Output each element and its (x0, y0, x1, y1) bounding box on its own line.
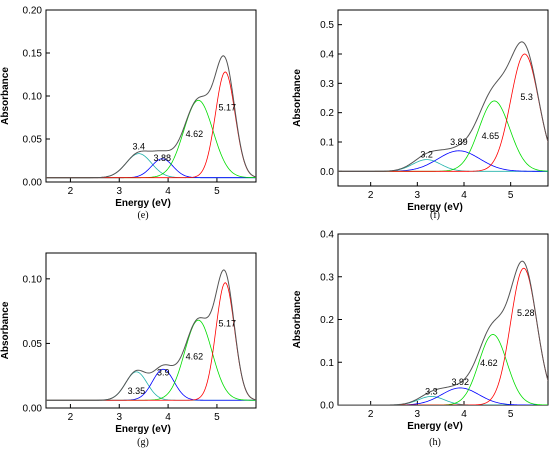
x-tick-label: 4 (461, 409, 467, 420)
peak-label: 5.17 (218, 102, 236, 112)
y-tick-label: 0.10 (23, 274, 43, 285)
peak-label: 3.89 (450, 137, 468, 147)
peak-label: 3.9 (157, 367, 170, 377)
y-tick-label: 0.15 (23, 49, 43, 60)
peak-label: 4.62 (186, 352, 204, 362)
x-axis-title: Energy (eV) (115, 198, 171, 209)
peak-curve-5.17 (46, 282, 256, 401)
y-tick-label: 0.4 (320, 50, 334, 61)
x-tick-label: 3 (415, 190, 421, 201)
x-tick-label: 4 (165, 186, 171, 197)
peak-label: 3.88 (153, 153, 171, 163)
peak-label: 3.4 (133, 142, 146, 152)
panel-caption: (f) (430, 210, 440, 221)
peak-curve-5.3 (338, 53, 548, 172)
peak-curve-3.4 (46, 153, 256, 179)
x-tick-label: 4 (461, 190, 467, 201)
total-absorbance-curve (46, 55, 256, 179)
y-tick-label: 0.20 (23, 6, 43, 17)
x-tick-label: 3 (116, 412, 122, 423)
x-tick-label: 2 (368, 409, 374, 420)
y-tick-label: 0.0 (320, 167, 334, 178)
y-tick-label: 0.2 (320, 315, 334, 326)
peak-curve-4.65 (338, 100, 548, 172)
y-axis-title: Absorbance (0, 301, 11, 359)
x-tick-label: 3 (415, 409, 421, 420)
y-tick-label: 0.2 (320, 108, 334, 119)
peak-curve-3.3 (338, 396, 548, 405)
x-axis-title: Energy (eV) (407, 202, 463, 213)
peak-label: 3.35 (128, 386, 146, 396)
peak-curve-4.62 (338, 334, 548, 405)
plot-frame (45, 252, 257, 409)
y-tick-label: 0.5 (320, 20, 334, 31)
chart-panel-g: 2 3 4 5 0.00 0.05 0.10 Energy (eV) Absorbance 3.3… (0, 252, 257, 448)
x-tick-label: 4 (165, 412, 171, 423)
chart-panel-f: 2 3 4 5 0.0 0.1 0.2 0.3 0.4 0.5 Energy (eV) Absorba… (292, 9, 549, 221)
peak-label: 5.17 (218, 319, 236, 329)
x-tick-label: 5 (214, 186, 220, 197)
x-tick-label: 5 (214, 412, 220, 423)
panel-caption: (e) (137, 210, 148, 221)
peak-label: 3.2 (420, 150, 433, 160)
peak-label: 5.28 (517, 308, 535, 318)
plot-frame (337, 233, 549, 406)
y-tick-label: 0.3 (320, 272, 334, 283)
x-axis-title: Energy (eV) (407, 421, 463, 432)
y-tick-label: 0.05 (23, 135, 43, 146)
peak-curve-5.28 (338, 267, 548, 405)
y-tick-label: 0.1 (320, 358, 334, 369)
y-tick-label: 0.00 (23, 404, 43, 415)
x-tick-label: 2 (368, 190, 374, 201)
y-tick-label: 0.05 (23, 339, 43, 350)
y-tick-label: 0.00 (23, 178, 43, 189)
peak-curve-3.35 (46, 371, 256, 401)
x-tick-label: 5 (508, 409, 514, 420)
x-tick-label: 3 (116, 186, 122, 197)
y-tick-label: 0.10 (23, 92, 43, 103)
chart-panel-h: 2 3 4 5 0.0 0.1 0.2 0.3 0.4 Energy (eV) Absorbance… (292, 230, 549, 448)
peak-curve-4.62 (46, 319, 256, 401)
total-absorbance-curve (338, 41, 548, 172)
y-tick-label: 0.4 (320, 230, 334, 241)
plot-frame (45, 9, 257, 183)
peak-curve-3.89 (338, 150, 548, 172)
panel-caption: (g) (137, 437, 149, 448)
peak-label: 4.65 (482, 131, 500, 141)
y-axis-title: Absorbance (292, 69, 303, 127)
y-tick-label: 0.0 (320, 401, 334, 412)
total-absorbance-curve (46, 269, 256, 401)
peak-curve-3.9 (46, 368, 256, 401)
chart-panel-e: 2 3 4 5 0.00 0.05 0.10 0.15 0.20 Energy (eV) Absor… (0, 6, 257, 221)
y-tick-label: 0.1 (320, 138, 334, 149)
x-tick-label: 2 (68, 186, 74, 197)
total-absorbance-curve (338, 260, 548, 405)
plot-frame (337, 9, 549, 187)
y-axis-title: Absorbance (292, 290, 303, 348)
peak-label: 3.3 (425, 386, 438, 396)
peak-label: 5.3 (520, 92, 533, 102)
peak-curve-3.2 (338, 159, 548, 172)
peak-label: 4.62 (186, 129, 204, 139)
peak-curve-3.92 (338, 387, 548, 405)
x-tick-label: 2 (68, 412, 74, 423)
x-tick-label: 5 (508, 190, 514, 201)
peak-label: 3.92 (452, 377, 470, 387)
panel-caption: (h) (429, 437, 441, 448)
x-axis-title: Energy (eV) (115, 424, 171, 435)
y-tick-label: 0.3 (320, 79, 334, 90)
peak-label: 4.62 (480, 358, 498, 368)
y-axis-title: Absorbance (0, 67, 11, 125)
